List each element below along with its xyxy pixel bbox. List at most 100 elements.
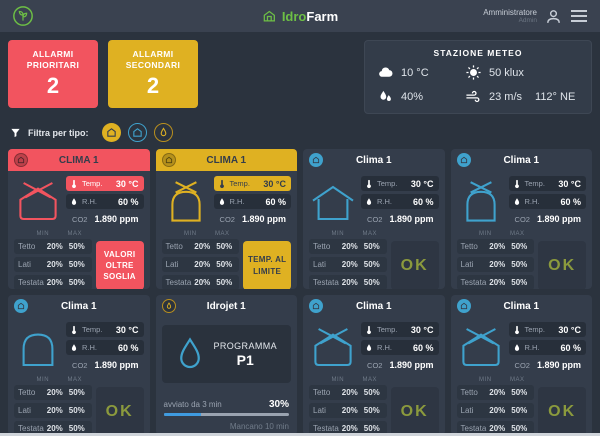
user-menu[interactable]: Amministratore Admin — [483, 8, 588, 25]
alarm-summary: ALLARMI PRIORITARI 2 ALLARMI SECONDARI 2 — [8, 40, 198, 108]
card-bottom: MIN MAX Tetto 20% 50% Lati 20% 50% Testata 20% 50%… — [309, 228, 439, 289]
card-title: Idrojet 1 — [206, 300, 246, 312]
vent-row: Testata 20% 50% — [456, 275, 535, 289]
vent-row-label: Tetto — [460, 242, 478, 251]
vent-rows: Tetto 20% 50% Lati 20% 50% Testata 20% 50% — [161, 239, 240, 289]
weather-light-value: 50 klux — [489, 66, 524, 79]
secondary-alarms-card[interactable]: ALLARMI SECONDARI 2 — [108, 40, 198, 108]
vent-row-label: Lati — [18, 406, 31, 415]
thermometer-icon — [512, 325, 522, 335]
card-body: Temp. 30 °C R.H. 60 % CO2 1.890 ppm MIN MAX Tett… — [451, 317, 593, 435]
filter-clima-warning-button[interactable] — [101, 123, 121, 142]
vent-row-label: Tetto — [18, 388, 36, 397]
vent-row-max: 50% — [363, 388, 380, 397]
wind-icon — [465, 88, 482, 105]
greenhouse-icon — [457, 324, 505, 374]
card-title: Clima 1 — [355, 300, 392, 312]
readings: Temp. 30 °C R.H. 60 % CO2 1.890 ppm — [66, 176, 144, 228]
user-avatar-icon[interactable] — [545, 8, 562, 25]
humidity-reading: R.H. 60 % — [66, 194, 144, 209]
vent-row-min: 20% — [194, 242, 211, 251]
vent-row-max: 50% — [511, 406, 528, 415]
priority-alarms-label: ALLARMI PRIORITARI — [26, 48, 80, 70]
card-body: Temp. 30 °C R.H. 60 % CO2 1.890 ppm MIN MAX Tett… — [451, 171, 593, 289]
weather-humidity-value: 40% — [401, 90, 424, 103]
co2-value: 1.890 ppm — [241, 214, 286, 224]
co2-value: 1.890 ppm — [536, 214, 581, 224]
vent-row: Testata 20% 50% — [161, 275, 240, 289]
co2-value: 1.890 ppm — [94, 360, 139, 370]
min-label: MIN — [184, 231, 197, 237]
status-badge: OK — [538, 241, 586, 289]
readings-row: Temp. 30 °C R.H. 60 % CO2 1.890 ppm — [457, 176, 586, 228]
filter-idrojet-button[interactable] — [153, 123, 173, 142]
minmax-header: MIN MAX — [162, 228, 240, 239]
filter-clima-button[interactable] — [127, 123, 147, 142]
card-header: CLIMA 1 — [155, 149, 297, 171]
clima-card[interactable]: CLIMA 1 Temp. 30 °C R.H. 60 % CO2 1.890 ppm MIN… — [155, 149, 297, 289]
vent-row: Lati 20% 50% — [161, 257, 240, 272]
co2-value: 1.890 ppm — [389, 214, 434, 224]
clima-card[interactable]: Clima 1 Temp. 30 °C R.H. 60 % CO2 1.890 ppm MIN… — [450, 295, 593, 435]
greenhouse-badge-icon — [14, 299, 28, 313]
vent-row-max: 50% — [363, 424, 380, 433]
clima-card[interactable]: Clima 1 Temp. 30 °C R.H. 60 % CO2 1.890 ppm MIN… — [303, 295, 445, 435]
vent-row-max: 50% — [511, 260, 528, 269]
clima-card[interactable]: Clima 1 Temp. 30 °C R.H. 60 % CO2 1.890 ppm MIN… — [8, 295, 150, 435]
thermometer-icon — [512, 179, 522, 189]
vent-row-min: 20% — [489, 260, 506, 269]
humidity-reading: R.H. 60 % — [213, 194, 291, 209]
vent-row: Lati 20% 50% — [456, 257, 535, 272]
vent-rows: Tetto 20% 50% Lati 20% 50% Testata 20% 50% — [14, 385, 92, 435]
max-label: MAX — [510, 231, 525, 237]
vent-row-label: Testata — [460, 278, 487, 287]
clima-card[interactable]: Clima 1 Temp. 30 °C R.H. 60 % CO2 1.890 ppm MIN… — [450, 149, 593, 289]
vent-row-label: Tetto — [165, 242, 183, 251]
weather-wind-speed: 23 m/s — [489, 90, 523, 103]
greenhouse-badge-icon — [456, 153, 471, 167]
card-body: Temp. 30 °C R.H. 60 % CO2 1.890 ppm MIN MAX Tett… — [303, 171, 445, 289]
table-wrap: MIN MAX Tetto 20% 50% Lati 20% 50% Testata 20% 50% — [456, 228, 535, 289]
greenhouse-badge-icon — [309, 299, 323, 313]
table-wrap: MIN MAX Tetto 20% 50% Lati 20% 50% Testata 20% 50% — [161, 228, 240, 289]
idrojet-card[interactable]: Idrojet 1 PROGRAMMA P1 avviato da 3 min 30% M… — [155, 295, 297, 435]
readings-row: Temp. 30 °C R.H. 60 % CO2 1.890 ppm — [14, 176, 144, 228]
thermometer-icon — [217, 179, 227, 189]
temperature-label: Temp. — [82, 325, 103, 334]
co2-value: 1.890 ppm — [94, 214, 139, 224]
vent-row-min: 20% — [46, 260, 63, 269]
card-bottom: MIN MAX Tetto 20% 50% Lati 20% 50% Testata 20% 50%… — [161, 228, 291, 289]
card-title: Clima 1 — [355, 154, 392, 166]
minmax-header: MIN MAX — [14, 228, 92, 239]
vent-row: Testata 20% 50% — [14, 275, 92, 289]
card-bottom: MIN MAX Tetto 20% 50% Lati 20% 50% Testata 20% 50%… — [14, 228, 144, 289]
temperature-value: 30 °C — [263, 178, 286, 189]
vent-row-label: Tetto — [18, 242, 36, 251]
clima-card[interactable]: Clima 1 Temp. 30 °C R.H. 60 % CO2 1.890 ppm MIN… — [303, 149, 445, 289]
vent-row: Tetto 20% 50% — [14, 239, 92, 254]
weather-station-panel: STAZIONE METEO 10 °C 50 klux — [364, 40, 592, 114]
readings: Temp. 30 °C R.H. 60 % CO2 1.890 ppm — [66, 322, 144, 374]
hamburger-menu-icon[interactable] — [570, 9, 588, 23]
vent-row: Lati 20% 50% — [309, 403, 387, 418]
priority-alarms-card[interactable]: ALLARMI PRIORITARI 2 — [8, 40, 98, 108]
readings-row: Temp. 30 °C R.H. 60 % CO2 1.890 ppm — [14, 322, 144, 374]
filter-funnel-icon — [10, 127, 21, 138]
minmax-header: MIN MAX — [457, 374, 535, 385]
vent-row-max: 50% — [216, 278, 233, 287]
vent-row-label: Tetto — [460, 388, 478, 397]
max-label: MAX — [215, 231, 230, 237]
temperature-value: 30 °C — [410, 324, 434, 335]
vent-rows: Tetto 20% 50% Lati 20% 50% Testata 20% 50% — [456, 239, 535, 289]
vent-row: Lati 20% 50% — [14, 403, 92, 418]
humidity-label: R.H. — [524, 343, 540, 352]
status-badge: OK — [538, 387, 586, 435]
table-wrap: MIN MAX Tetto 20% 50% Lati 20% 50% Testata 20% 50% — [14, 228, 92, 289]
humidity-drop-icon — [512, 343, 522, 353]
temperature-reading: Temp. 30 °C — [508, 176, 586, 191]
clima-card[interactable]: CLIMA 1 Temp. 30 °C R.H. 60 % CO2 1.890 ppm MIN… — [8, 149, 150, 289]
vent-row-max: 50% — [68, 424, 85, 433]
vent-row-max: 50% — [511, 242, 528, 251]
card-header: CLIMA 1 — [8, 149, 150, 171]
vent-rows: Tetto 20% 50% Lati 20% 50% Testata 20% 50% — [14, 239, 92, 289]
